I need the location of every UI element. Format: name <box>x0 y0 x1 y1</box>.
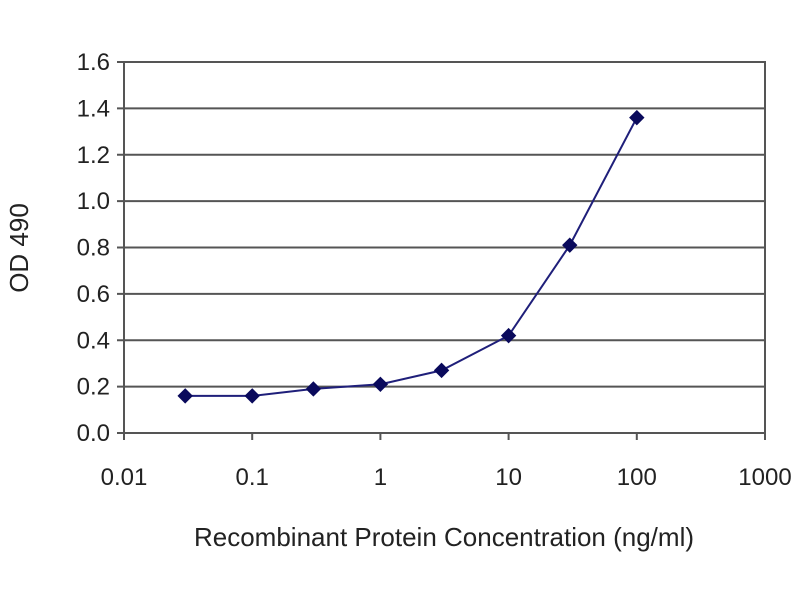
y-axis: 0.0 0.2 0.4 0.6 0.8 1.0 1.2 1.4 1.6 <box>77 49 124 447</box>
y-tick-label: 1.6 <box>77 49 110 76</box>
y-tick-label: 1.4 <box>77 95 110 122</box>
data-point <box>305 381 322 397</box>
series-layer <box>177 109 645 404</box>
y-tick-label: 0.4 <box>77 327 110 354</box>
y-tick-label: 0.2 <box>77 374 110 401</box>
y-tick-label: 1.2 <box>77 142 110 169</box>
y-tick-label: 1.0 <box>77 188 110 215</box>
y-tick-label: 0.8 <box>77 235 110 262</box>
gridlines <box>124 107 765 388</box>
x-axis-title: Recombinant Protein Concentration (ng/ml… <box>194 522 694 552</box>
data-point <box>562 237 578 253</box>
data-point <box>433 362 450 379</box>
x-tick-label: 100 <box>617 464 657 491</box>
x-tick-label: 0.01 <box>101 464 148 491</box>
x-tick-label: 0.1 <box>236 464 269 491</box>
y-tick-label: 0.0 <box>77 420 110 447</box>
x-tick-label: 1000 <box>738 464 791 491</box>
data-point <box>244 388 260 404</box>
x-tick-label: 10 <box>495 464 522 491</box>
x-tick-label: 1 <box>374 464 387 491</box>
data-point <box>177 388 193 404</box>
y-axis-title: OD 490 <box>4 203 34 293</box>
data-point <box>500 327 517 344</box>
data-point <box>629 109 645 126</box>
x-axis: 0.01 0.1 1 10 100 1000 <box>101 433 792 491</box>
y-tick-label: 0.6 <box>77 281 110 308</box>
data-point <box>372 376 389 393</box>
series-line <box>185 117 638 397</box>
